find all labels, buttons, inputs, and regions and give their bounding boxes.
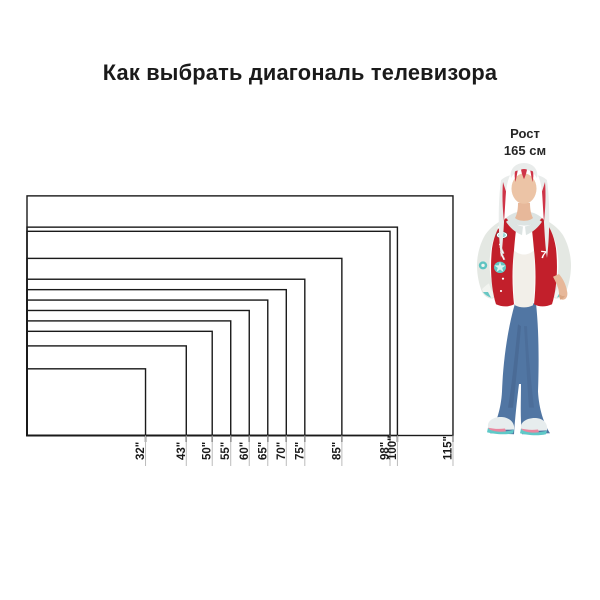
svg-text:115": 115" bbox=[443, 436, 455, 460]
svg-text:60": 60" bbox=[239, 442, 251, 460]
svg-text:75": 75" bbox=[294, 442, 306, 460]
svg-text:65": 65" bbox=[257, 442, 269, 460]
svg-text:32": 32" bbox=[135, 442, 147, 460]
svg-text:43": 43" bbox=[176, 442, 188, 460]
svg-text:55": 55" bbox=[220, 442, 232, 460]
svg-text:70": 70" bbox=[276, 442, 288, 460]
svg-text:85": 85" bbox=[331, 442, 343, 460]
svg-text:50": 50" bbox=[202, 442, 214, 460]
svg-text:100": 100" bbox=[387, 435, 399, 460]
